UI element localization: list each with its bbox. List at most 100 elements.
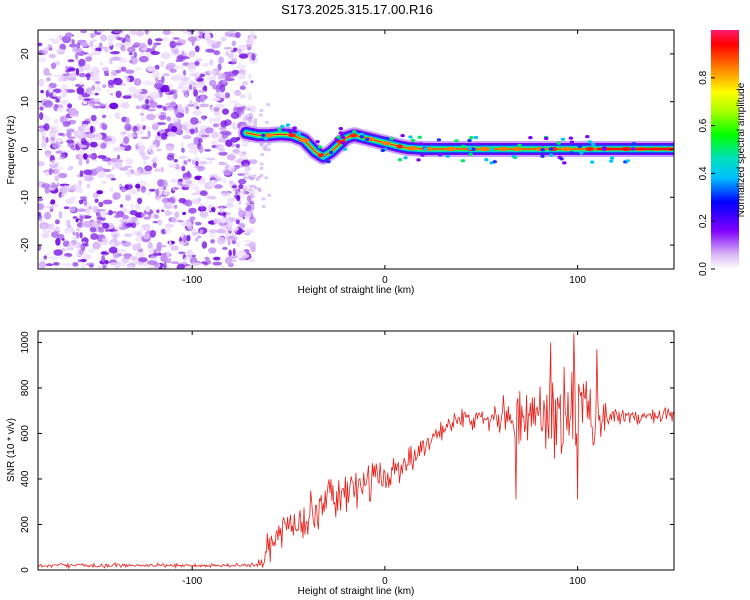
noise-blob xyxy=(150,91,160,100)
noise-blob xyxy=(211,207,216,213)
noise-blob xyxy=(182,211,187,216)
chart-title: S173.2025.315.17.00.R16 xyxy=(281,2,433,17)
ridge-speckle xyxy=(609,156,615,160)
ridge-speckle xyxy=(562,161,567,165)
noise-blob xyxy=(50,136,55,141)
ridge-speckle xyxy=(423,147,428,151)
noise-blob xyxy=(144,30,150,35)
noise-blob xyxy=(122,263,127,267)
noise-blob xyxy=(154,38,164,42)
noise-blob xyxy=(213,184,223,189)
noise-blob xyxy=(191,262,202,266)
noise-blob xyxy=(164,223,175,228)
noise-blob xyxy=(112,232,118,241)
noise-blob xyxy=(151,70,161,79)
ridge-speckle xyxy=(577,144,582,148)
noise-blob xyxy=(125,69,135,74)
noise-blob xyxy=(188,144,196,152)
noise-blob xyxy=(72,216,78,219)
x-tick-label: 0 xyxy=(382,275,388,286)
noise-blob xyxy=(200,176,207,184)
noise-blob xyxy=(48,227,57,231)
noise-blob xyxy=(88,248,95,254)
noise-blob xyxy=(154,64,160,70)
noise-blob xyxy=(125,76,130,83)
noise-blob xyxy=(128,188,138,195)
noise-blob xyxy=(156,246,162,252)
noise-blob xyxy=(138,257,148,263)
noise-blob xyxy=(110,177,116,181)
noise-blob xyxy=(248,184,253,188)
noise-blob xyxy=(236,242,241,248)
noise-blob xyxy=(122,46,126,52)
noise-blob xyxy=(78,180,83,186)
noise-blob xyxy=(166,257,172,263)
ridge-hotspot xyxy=(585,147,595,151)
noise-blob xyxy=(167,131,177,137)
noise-blob xyxy=(171,217,178,224)
noise-blob xyxy=(194,127,199,134)
noise-blob xyxy=(55,219,60,225)
noise-blob xyxy=(119,167,128,171)
noise-blob xyxy=(82,100,88,105)
noise-blob xyxy=(219,92,227,99)
noise-blob xyxy=(229,180,234,185)
noise-blob xyxy=(241,253,250,259)
ridge-speckle xyxy=(544,136,549,141)
noise-blob xyxy=(91,39,97,43)
noise-blob xyxy=(181,165,186,172)
ridge-speckle xyxy=(587,140,592,144)
noise-blob xyxy=(261,204,266,209)
y-tick-label: 400 xyxy=(20,470,31,487)
ridge-speckle xyxy=(384,136,390,140)
noise-blob xyxy=(212,116,221,123)
noise-blob xyxy=(130,222,137,229)
noise-blob xyxy=(156,104,163,109)
ridge-hotspot xyxy=(478,147,491,151)
ridge-speckle xyxy=(585,135,590,139)
noise-blob xyxy=(199,128,206,136)
noise-blob xyxy=(115,69,122,74)
noise-blob xyxy=(54,60,61,66)
noise-blob xyxy=(97,265,102,269)
noise-blob xyxy=(170,101,177,108)
noise-blob xyxy=(67,136,76,139)
noise-blob xyxy=(78,159,83,166)
noise-blob xyxy=(173,159,178,163)
noise-blob xyxy=(59,43,67,51)
noise-blob xyxy=(218,56,225,64)
noise-blob xyxy=(176,263,185,269)
noise-blob xyxy=(127,46,136,53)
noise-blob xyxy=(64,65,69,71)
snr-y-label: SNR (10 * v/v) xyxy=(6,418,17,482)
noise-blob xyxy=(83,63,91,71)
noise-blob xyxy=(53,249,63,256)
noise-blob xyxy=(192,109,201,117)
noise-blob xyxy=(111,56,121,61)
noise-blob xyxy=(238,222,246,229)
noise-blob xyxy=(199,203,205,207)
noise-blob xyxy=(152,44,157,49)
noise-blob xyxy=(224,230,230,238)
noise-blob xyxy=(267,193,272,197)
noise-blob xyxy=(135,148,139,152)
noise-blob xyxy=(166,95,174,100)
noise-blob xyxy=(246,195,252,203)
noise-blob xyxy=(80,138,87,145)
noise-blob xyxy=(50,62,57,70)
noise-blob xyxy=(185,180,193,185)
noise-blob xyxy=(175,112,185,119)
noise-blob xyxy=(162,37,169,42)
noise-blob xyxy=(207,161,213,164)
noise-blob xyxy=(38,42,43,47)
noise-blob xyxy=(264,176,269,180)
noise-blob xyxy=(141,104,151,110)
noise-blob xyxy=(82,220,92,228)
noise-blob xyxy=(208,70,217,75)
ridge-speckle xyxy=(400,134,405,138)
noise-blob xyxy=(166,154,175,161)
noise-blob xyxy=(40,90,44,94)
noise-blob xyxy=(163,73,170,77)
noise-blob xyxy=(38,49,43,56)
